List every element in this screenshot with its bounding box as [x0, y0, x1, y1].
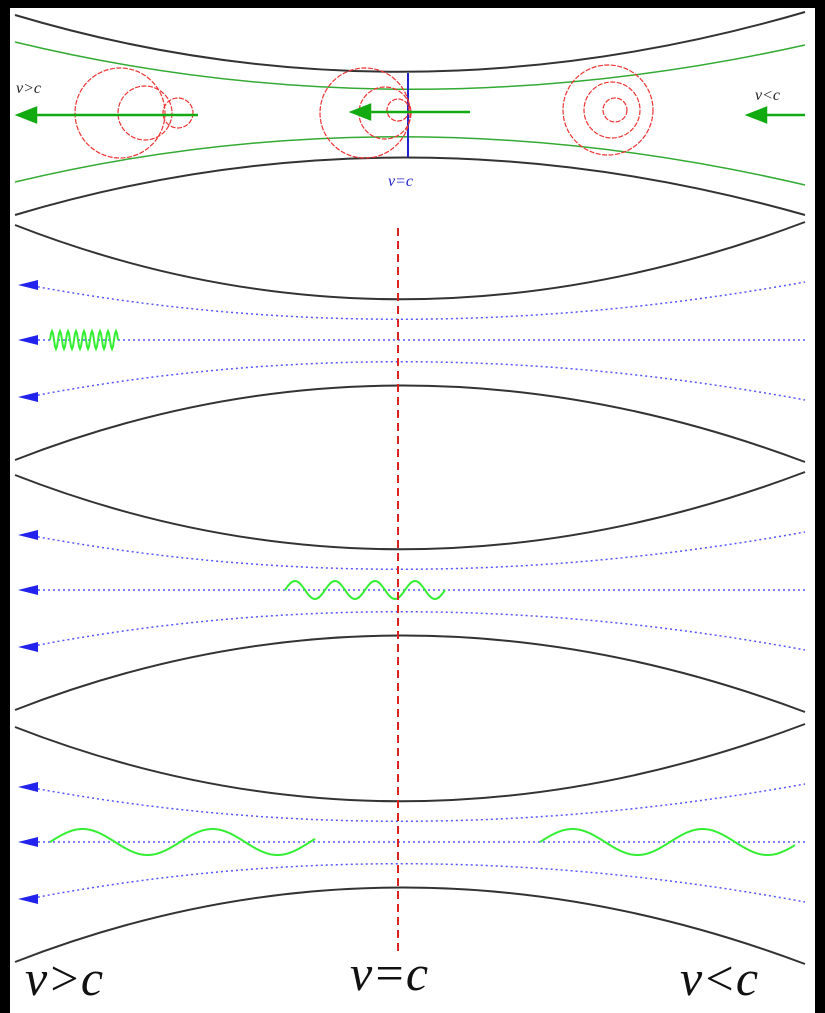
label: v<c: [755, 87, 780, 104]
label: v=c: [388, 173, 413, 190]
label: v<c: [680, 950, 758, 1006]
page: v>c v<c v=c v>c v=c v<c (() => { const d…: [0, 0, 825, 1013]
label: v>c: [16, 80, 41, 97]
label: v>c: [25, 950, 103, 1006]
diagram: v>c v<c v=c v>c v=c v<c: [0, 0, 825, 1013]
label: v=c: [350, 945, 428, 1001]
